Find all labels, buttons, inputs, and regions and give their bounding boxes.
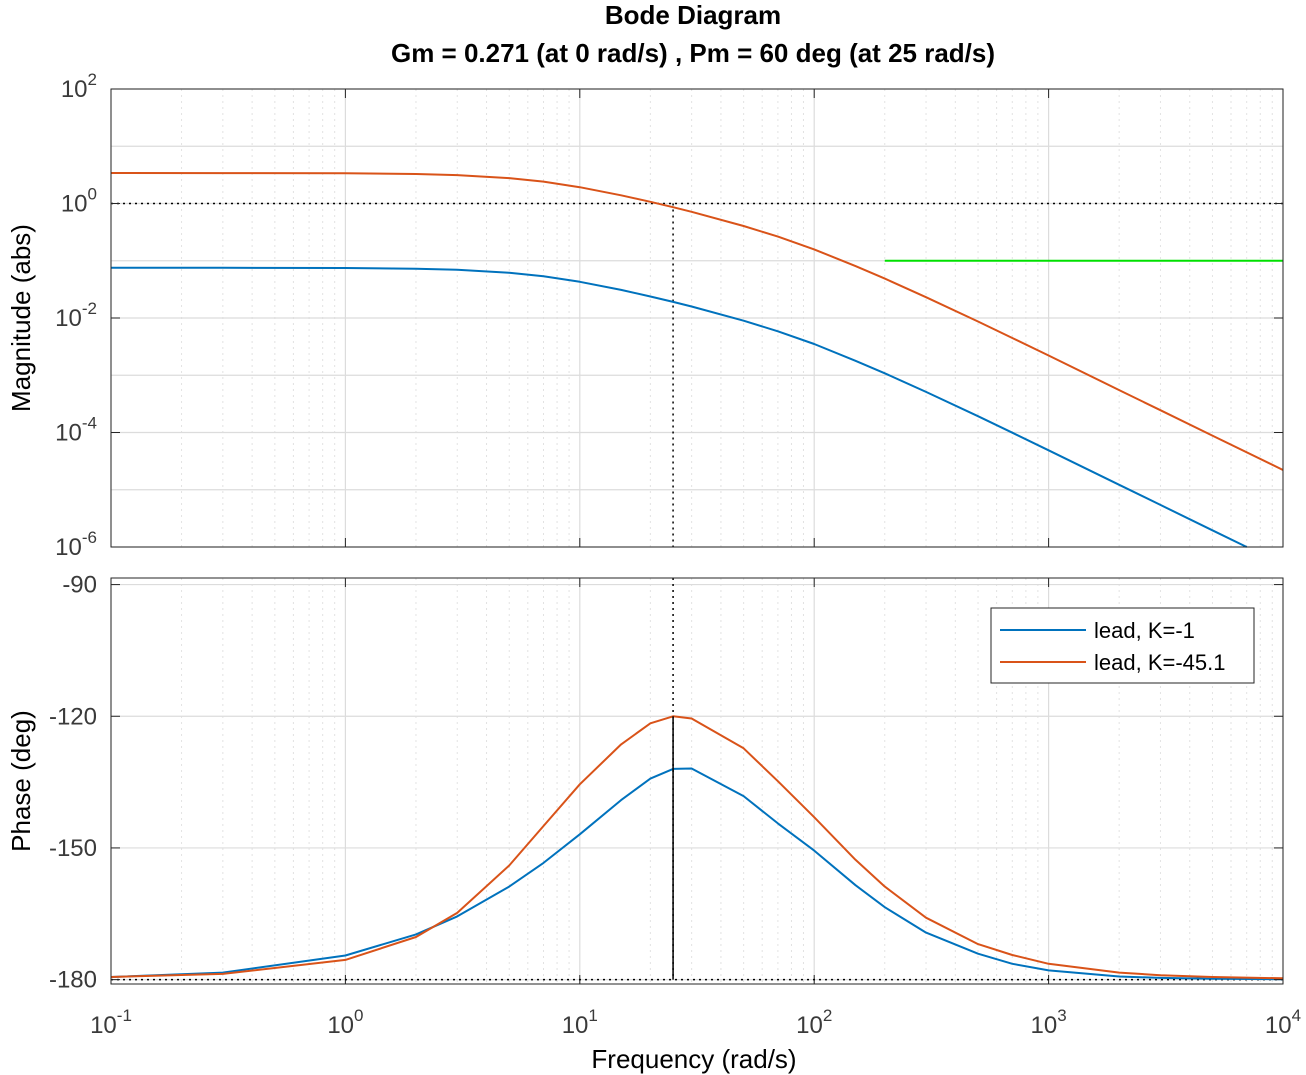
magnitude-y-tick-label: 10-6 — [55, 528, 97, 561]
magnitude-panel: 102 100 10-2 10-4 10-6 Magnitude (abs) — [6, 70, 1284, 561]
magnitude-y-tick-label: 100 — [61, 185, 97, 218]
x-tick-label: 103 — [1031, 1006, 1067, 1039]
magnitude-series-0 — [110, 266, 1248, 548]
phase-y-tick-label: -150 — [49, 835, 97, 862]
magnitude-y-tick-label: 10-4 — [55, 414, 97, 447]
x-tick-label: 100 — [327, 1006, 363, 1039]
frequency-x-ticks: 10-1 100 101 102 103 104 — [90, 1006, 1301, 1039]
phase-y-axis-label: Phase (deg) — [6, 710, 36, 852]
x-tick-label: 10-1 — [90, 1006, 132, 1039]
x-tick-label: 104 — [1265, 1006, 1301, 1039]
magnitude-y-tick-label: 102 — [61, 70, 97, 103]
phase-panel: -90 -120 -150 -180 Phase (deg) lead, K=-1 l… — [6, 572, 1284, 994]
phase-y-tick-label: -120 — [49, 703, 97, 730]
magnitude-lines — [110, 172, 1284, 548]
x-tick-label: 101 — [562, 1006, 598, 1039]
chart-subtitle: Gm = 0.271 (at 0 rad/s) , Pm = 60 deg (a… — [391, 38, 995, 68]
magnitude-y-tick-label: 10-2 — [55, 299, 97, 332]
phase-y-ticks: -90 -120 -150 -180 — [49, 572, 1283, 994]
phase-series-1 — [110, 715, 1284, 980]
phase-y-tick-label: -180 — [49, 967, 97, 994]
x-axis-label: Frequency (rad/s) — [591, 1044, 796, 1074]
legend-entry-lead-k-1: lead, K=-1 — [1094, 618, 1195, 643]
chart-title: Bode Diagram — [605, 0, 781, 30]
legend-box — [990, 607, 1255, 684]
phase-y-tick-label: -90 — [62, 572, 97, 599]
legend: lead, K=-1 lead, K=-45.1 — [990, 607, 1255, 684]
phase-lines — [110, 578, 1284, 981]
phase-axes-box — [110, 577, 1284, 985]
magnitude-y-ticks: 102 100 10-2 10-4 10-6 — [55, 70, 1283, 561]
phase-series-0 — [110, 767, 1284, 981]
magnitude-y-axis-label: Magnitude (abs) — [6, 224, 36, 412]
legend-entry-lead-k-45-1: lead, K=-45.1 — [1094, 650, 1225, 675]
x-tick-label: 102 — [796, 1006, 832, 1039]
magnitude-series-1 — [110, 172, 1284, 471]
